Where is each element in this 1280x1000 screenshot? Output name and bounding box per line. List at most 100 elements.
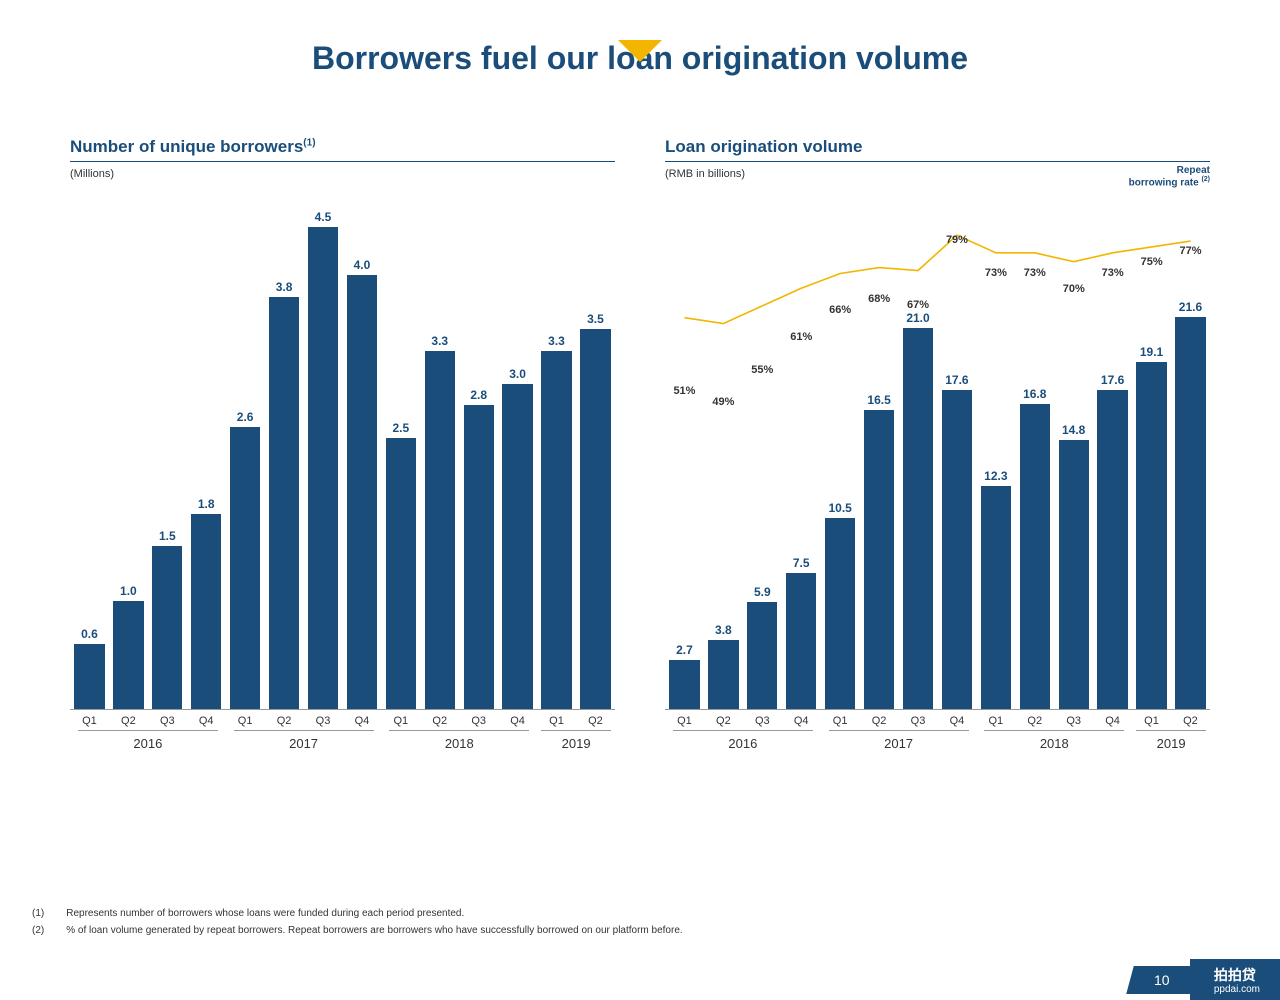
logo-text: 拍拍贷 bbox=[1214, 967, 1256, 983]
quarter-label: Q2 bbox=[1015, 715, 1054, 727]
bar-slot: 2.8Q3 bbox=[459, 210, 498, 709]
bar-value-label: 2.8 bbox=[470, 388, 487, 402]
repeat-rate-value: 51% bbox=[673, 385, 695, 397]
quarter-label: Q4 bbox=[1093, 715, 1132, 727]
bar-slot: 1.5Q3 bbox=[148, 210, 187, 709]
repeat-rate-value: 61% bbox=[790, 331, 812, 343]
year-label: 2018 bbox=[381, 736, 537, 751]
plot-area-right: 2.7Q13.8Q25.9Q37.5Q410.5Q116.5Q221.0Q317… bbox=[665, 210, 1210, 710]
bar-value-label: 4.5 bbox=[315, 210, 332, 224]
quarter-label: Q2 bbox=[265, 715, 304, 727]
quarter-label: Q1 bbox=[537, 715, 576, 727]
year-label: 2017 bbox=[821, 736, 977, 751]
bar-slot: 3.8Q2 bbox=[265, 210, 304, 709]
bar-value-label: 3.0 bbox=[509, 367, 526, 381]
bar-rect bbox=[903, 328, 933, 709]
bar-rect bbox=[74, 644, 104, 709]
bar-rect bbox=[708, 640, 738, 709]
repeat-rate-value: 67% bbox=[907, 299, 929, 311]
bar-rect bbox=[113, 601, 143, 709]
bar-slot: 16.5Q2 bbox=[860, 210, 899, 709]
year-axis-right: 2016201720182019 bbox=[665, 736, 1210, 751]
bar-value-label: 19.1 bbox=[1140, 345, 1163, 359]
quarter-label: Q2 bbox=[1171, 715, 1210, 727]
bar-rect bbox=[580, 329, 610, 709]
bar-value-label: 14.8 bbox=[1062, 423, 1085, 437]
bar-slot: 2.5Q1 bbox=[381, 210, 420, 709]
bar-rect bbox=[386, 438, 416, 709]
repeat-rate-value: 49% bbox=[712, 396, 734, 408]
repeat-rate-value: 73% bbox=[1102, 267, 1124, 279]
quarter-label: Q2 bbox=[109, 715, 148, 727]
repeat-rate-value: 79% bbox=[946, 234, 968, 246]
bar-rect bbox=[1059, 440, 1089, 709]
quarter-label: Q3 bbox=[148, 715, 187, 727]
quarter-label: Q3 bbox=[743, 715, 782, 727]
bar-rect bbox=[152, 546, 182, 709]
header-arrow-icon bbox=[618, 40, 662, 62]
bar-value-label: 3.5 bbox=[587, 312, 604, 326]
bar-value-label: 16.8 bbox=[1023, 387, 1046, 401]
bars-right: 2.7Q13.8Q25.9Q37.5Q410.5Q116.5Q221.0Q317… bbox=[665, 210, 1210, 709]
year-label: 2018 bbox=[976, 736, 1132, 751]
bar-value-label: 21.6 bbox=[1179, 300, 1202, 314]
bars-left: 0.6Q11.0Q21.5Q31.8Q42.6Q13.8Q24.5Q34.0Q4… bbox=[70, 210, 615, 709]
bar-slot: 5.9Q3 bbox=[743, 210, 782, 709]
quarter-label: Q3 bbox=[459, 715, 498, 727]
quarter-label: Q2 bbox=[860, 715, 899, 727]
bar-rect bbox=[230, 427, 260, 709]
footnotes: (1)Represents number of borrowers whose … bbox=[30, 904, 705, 940]
bar-slot: 16.8Q2 bbox=[1015, 210, 1054, 709]
bar-slot: 4.0Q4 bbox=[342, 210, 381, 709]
bar-value-label: 2.6 bbox=[237, 410, 254, 424]
repeat-rate-value: 55% bbox=[751, 364, 773, 376]
bar-slot: 2.7Q1 bbox=[665, 210, 704, 709]
bar-rect bbox=[1020, 404, 1050, 709]
footnote-num: (2) bbox=[32, 923, 64, 938]
bar-value-label: 3.3 bbox=[431, 334, 448, 348]
bar-value-label: 4.0 bbox=[354, 258, 371, 272]
bar-rect bbox=[269, 297, 299, 709]
bar-rect bbox=[425, 351, 455, 709]
repeat-rate-value: 75% bbox=[1141, 256, 1163, 268]
quarter-label: Q1 bbox=[381, 715, 420, 727]
quarter-label: Q1 bbox=[226, 715, 265, 727]
bar-rect bbox=[347, 275, 377, 709]
plot-area-left: 0.6Q11.0Q21.5Q31.8Q42.6Q13.8Q24.5Q34.0Q4… bbox=[70, 210, 615, 710]
bar-rect bbox=[1175, 317, 1205, 709]
bar-rect bbox=[786, 573, 816, 709]
year-label: 2016 bbox=[665, 736, 821, 751]
bar-slot: 2.6Q1 bbox=[226, 210, 265, 709]
logo-sub: ppdai.com bbox=[1214, 985, 1260, 994]
year-label: 2019 bbox=[1132, 736, 1210, 751]
bar-rect bbox=[825, 518, 855, 709]
bar-value-label: 12.3 bbox=[984, 469, 1007, 483]
quarter-label: Q4 bbox=[498, 715, 537, 727]
bar-value-label: 1.0 bbox=[120, 584, 137, 598]
year-label: 2017 bbox=[226, 736, 382, 751]
bar-value-label: 3.3 bbox=[548, 334, 565, 348]
chart-title-left: Number of unique borrowers(1) bbox=[70, 137, 615, 162]
quarter-label: Q2 bbox=[576, 715, 615, 727]
bar-slot: 3.8Q2 bbox=[704, 210, 743, 709]
quarter-label: Q2 bbox=[420, 715, 459, 727]
repeat-rate-value: 70% bbox=[1063, 283, 1085, 295]
chart-title-left-text: Number of unique borrowers bbox=[70, 137, 303, 156]
quarter-label: Q4 bbox=[187, 715, 226, 727]
bar-value-label: 2.5 bbox=[392, 421, 409, 435]
bar-rect bbox=[308, 227, 338, 709]
bar-slot: 21.0Q3 bbox=[899, 210, 938, 709]
chart-title-right: Loan origination volume bbox=[665, 137, 1210, 162]
bar-rect bbox=[981, 486, 1011, 709]
bar-value-label: 3.8 bbox=[715, 623, 732, 637]
quarter-label: Q3 bbox=[304, 715, 343, 727]
quarter-label: Q3 bbox=[899, 715, 938, 727]
borrowers-chart: Number of unique borrowers(1) (Millions)… bbox=[70, 137, 615, 751]
quarter-label: Q1 bbox=[821, 715, 860, 727]
chart-title-left-sup: (1) bbox=[303, 137, 315, 148]
bar-value-label: 10.5 bbox=[828, 501, 851, 515]
quarter-label: Q2 bbox=[704, 715, 743, 727]
ppdai-logo: 拍拍贷 ppdai.com bbox=[1190, 959, 1280, 1000]
bar-slot: 3.5Q2 bbox=[576, 210, 615, 709]
bar-value-label: 16.5 bbox=[867, 393, 890, 407]
